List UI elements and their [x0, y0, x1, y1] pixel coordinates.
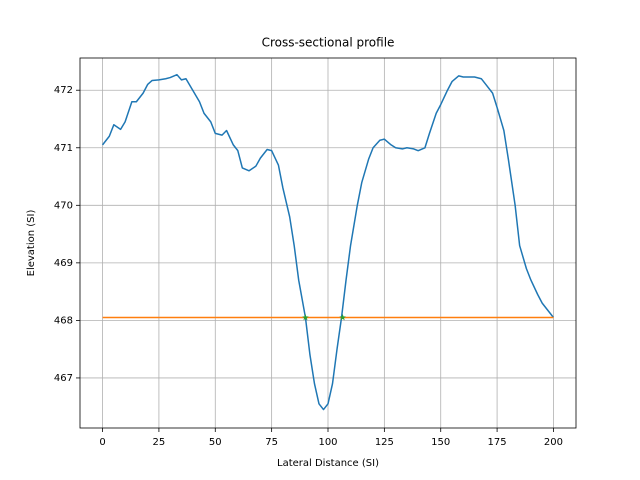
y-tick-label: 472: [54, 85, 73, 96]
x-tick-label: 125: [375, 437, 394, 448]
x-tick-label: 200: [544, 437, 563, 448]
x-tick-label: 150: [431, 437, 450, 448]
plot-frame: [79, 57, 577, 429]
x-tick-label: 0: [99, 437, 105, 448]
data-line: [101, 73, 555, 411]
star-marker: [339, 314, 346, 321]
x-tick-label: 25: [153, 437, 166, 448]
x-tick-label: 175: [488, 437, 507, 448]
y-axis-label: Elevation (SI): [26, 210, 37, 277]
x-axis-label: Lateral Distance (SI): [277, 458, 379, 469]
star-marker: [302, 314, 309, 321]
y-tick-label: 467: [54, 373, 73, 384]
x-tick-label: 50: [209, 437, 222, 448]
y-tick-label: 471: [54, 143, 73, 154]
x-tick-label: 100: [318, 437, 337, 448]
x-tick-label: 75: [265, 437, 278, 448]
y-tick-label: 469: [54, 258, 73, 269]
y-tick-label: 470: [54, 200, 73, 211]
y-tick-label: 468: [54, 315, 73, 326]
chart-title: Cross-sectional profile: [262, 36, 395, 50]
